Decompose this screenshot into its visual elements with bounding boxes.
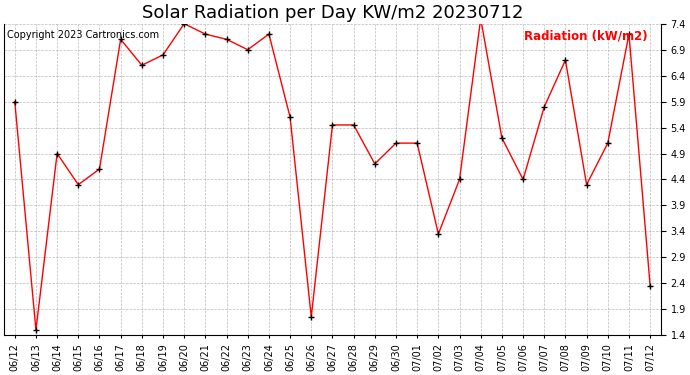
Text: Radiation (kW/m2): Radiation (kW/m2) — [524, 30, 648, 43]
Title: Solar Radiation per Day KW/m2 20230712: Solar Radiation per Day KW/m2 20230712 — [141, 4, 523, 22]
Text: Copyright 2023 Cartronics.com: Copyright 2023 Cartronics.com — [8, 30, 159, 40]
